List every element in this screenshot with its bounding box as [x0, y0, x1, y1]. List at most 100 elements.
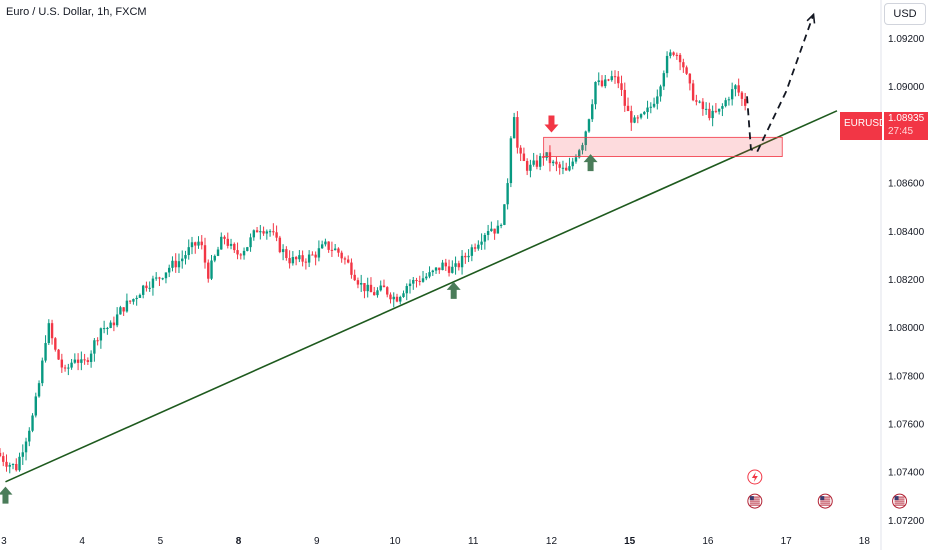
flag-canton: [894, 496, 899, 501]
candle-body: [255, 230, 259, 233]
candle-body: [54, 338, 57, 350]
candle-body: [60, 359, 64, 368]
candle-body: [574, 157, 578, 162]
candle-body: [67, 367, 70, 369]
candle-body: [483, 234, 487, 242]
candle-body: [555, 161, 558, 165]
candle-body: [99, 328, 103, 341]
candle-body: [119, 307, 122, 315]
candle-body: [490, 228, 493, 232]
candle-body: [265, 231, 269, 234]
candle-body: [434, 267, 438, 271]
candle-body: [672, 52, 675, 55]
candle-body: [535, 160, 539, 167]
candle-body: [613, 76, 617, 78]
candle-body: [685, 67, 688, 74]
candle-body: [691, 83, 695, 101]
candle-body: [646, 107, 649, 113]
lightning-icon: [751, 472, 758, 482]
projection-line: [746, 14, 815, 153]
price-zone: [543, 136, 783, 157]
x-tick-label: 12: [546, 536, 558, 547]
candle-body: [50, 323, 54, 339]
candle-body: [340, 252, 343, 259]
candle-body: [418, 280, 421, 282]
candle-body: [359, 283, 363, 285]
bar-countdown: 27:45: [888, 126, 914, 137]
candle-body: [610, 76, 613, 81]
candle-body: [262, 231, 265, 234]
current-price: 1.08935: [888, 113, 925, 124]
y-tick-label: 1.09200: [888, 34, 925, 45]
candles: [0, 49, 747, 474]
candle-body: [604, 79, 607, 87]
trendline: [5, 110, 838, 483]
candle-body: [698, 101, 701, 103]
candle-body: [70, 362, 73, 368]
candle-body: [662, 73, 666, 87]
candle-body: [636, 117, 639, 119]
candle-body: [281, 249, 285, 253]
candle-body: [688, 73, 692, 84]
candle-body: [346, 259, 350, 263]
candle-body: [607, 79, 610, 81]
price-tag: 1.08935 27:45: [884, 112, 928, 140]
candle-body: [194, 242, 197, 246]
candle-body: [259, 231, 262, 233]
candle-body: [285, 249, 288, 259]
candle-body: [311, 254, 314, 256]
candle-body: [711, 110, 714, 119]
candle-body: [128, 300, 132, 302]
candle-body: [516, 117, 519, 148]
candle-body: [291, 257, 295, 264]
candle-body: [639, 114, 643, 118]
candle-body: [76, 359, 80, 363]
candle-body: [701, 101, 705, 110]
candle-body: [141, 285, 145, 295]
y-tick-label: 1.07400: [888, 468, 925, 479]
candle-body: [242, 250, 246, 256]
candle-body: [57, 349, 60, 360]
candle-body: [415, 280, 418, 282]
candle-body: [643, 112, 646, 115]
candle-body: [317, 248, 321, 258]
candle-body: [210, 260, 213, 279]
x-tick-label: 3: [1, 536, 7, 547]
candle-body: [353, 274, 356, 281]
candle-body: [386, 287, 389, 295]
candle-body: [288, 258, 291, 264]
candle-body: [538, 156, 542, 167]
chart-title: Euro / U.S. Dollar, 1h, FXCM: [6, 6, 147, 18]
candle-body: [454, 263, 457, 267]
candle-body: [89, 353, 93, 362]
price-axis: 1.092001.090001.088001.086001.084001.082…: [880, 0, 925, 550]
candle-body: [682, 62, 685, 68]
candle-body: [294, 257, 298, 260]
candle-body: [80, 359, 83, 363]
candle-body: [402, 293, 405, 297]
candle-body: [154, 277, 158, 279]
candle-body: [37, 383, 41, 397]
candle-body: [496, 225, 500, 234]
candle-body: [568, 166, 571, 171]
candle-body: [229, 243, 233, 246]
candle-body: [509, 138, 513, 184]
currency-button[interactable]: USD: [884, 3, 926, 25]
candle-body: [164, 272, 168, 279]
candle-body: [197, 241, 200, 246]
candle-body: [480, 241, 483, 245]
candle-body: [467, 255, 470, 258]
candle-body: [28, 430, 31, 442]
candle-body: [545, 152, 548, 158]
candle-body: [213, 255, 216, 261]
candle-body: [477, 244, 480, 249]
y-tick-label: 1.08200: [888, 275, 925, 286]
candle-body: [184, 255, 187, 259]
candle-body: [376, 290, 379, 296]
candle-body: [597, 80, 600, 83]
candle-body: [174, 260, 177, 268]
candle-body: [727, 99, 731, 101]
candle-body: [249, 237, 252, 248]
candle-body: [584, 131, 587, 146]
